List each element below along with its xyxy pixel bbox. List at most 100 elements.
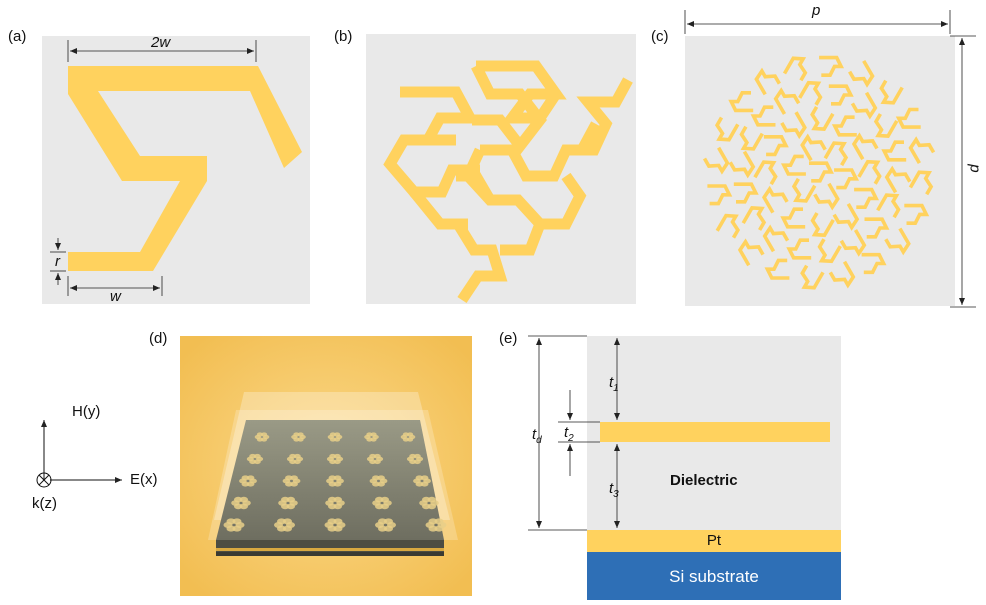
array-element (400, 432, 416, 442)
fractal-segment (851, 132, 879, 161)
array-element (278, 496, 298, 510)
array-element (326, 475, 344, 487)
fractal-segment (810, 212, 835, 238)
dim-t2: t2 (564, 424, 574, 444)
into-page-icon (36, 472, 52, 488)
fractal-segment (739, 125, 764, 151)
array-element (286, 453, 304, 465)
fractal-segment (895, 107, 921, 129)
array-element (325, 496, 345, 510)
array-element (246, 453, 264, 465)
axis-e-label: E(x) (130, 471, 158, 488)
array-element (375, 518, 396, 532)
dim-t3: t3 (609, 480, 619, 500)
fractal-segment (857, 159, 882, 185)
array-element (419, 496, 439, 510)
fractal-segment (762, 224, 790, 253)
fractal-segment (908, 170, 934, 196)
array-element (327, 432, 343, 442)
array-element (369, 475, 388, 487)
fractal-segment (754, 67, 781, 96)
fractal-segment (908, 136, 936, 165)
array-element (223, 518, 245, 532)
array-element (364, 432, 379, 442)
fractal-segment (733, 182, 759, 204)
fractal-segment (817, 238, 842, 264)
fractal-segment (728, 91, 754, 113)
fractal-segment (714, 116, 740, 142)
fractal-segment (864, 217, 890, 239)
dim-td: td (532, 426, 542, 446)
fractal-segment (798, 80, 823, 106)
fractal-segment (780, 207, 806, 229)
array-element (231, 496, 251, 510)
fractal-segment (881, 140, 907, 162)
fractal-segment (715, 213, 741, 239)
array-element (425, 518, 447, 532)
fractal-segment (854, 187, 880, 209)
fractal-segment (741, 206, 767, 231)
pt-label: Pt (706, 532, 722, 549)
fractal-segment (780, 111, 807, 140)
fractal-segment (782, 56, 808, 82)
panel-d-label: (d) (149, 330, 168, 347)
fractal-segment (848, 59, 875, 88)
fractal-segment (831, 115, 857, 137)
array-element (366, 453, 384, 465)
panel-e-label: (e) (499, 330, 518, 347)
fractal-segment (832, 203, 860, 231)
axis-h-label: H(y) (72, 403, 101, 420)
array-element (406, 453, 424, 465)
fractal-segment (809, 161, 834, 183)
axis-k-label: k(z) (32, 495, 57, 512)
si-substrate-label: Si substrate (669, 567, 759, 586)
array-element (291, 432, 306, 442)
fractal-segment (876, 193, 901, 219)
fractal-segment (828, 260, 856, 289)
array-element (274, 518, 295, 532)
si-substrate-layer (587, 552, 841, 600)
fractal-segment (702, 146, 730, 175)
resonator-layer (600, 422, 830, 442)
fractal-segment (791, 177, 817, 203)
fractal-segment (773, 87, 801, 115)
fractal-segment (873, 113, 899, 138)
panel-b-label: (b) (334, 28, 353, 45)
fractal-segment (786, 238, 812, 260)
fractal-segment (750, 105, 776, 127)
fractal-segment (753, 160, 778, 186)
fractal-segment (763, 135, 789, 157)
fractal-segment (819, 55, 845, 77)
dim-r: r (55, 253, 60, 270)
fractal-segment (884, 227, 911, 256)
unit-cell-shape (68, 66, 302, 271)
fractal-segment (904, 203, 930, 225)
dim-p: p (812, 2, 821, 19)
pt-layer (587, 530, 841, 552)
array-element (282, 475, 301, 487)
fractal-segment (850, 91, 878, 120)
fractal-segment (861, 252, 887, 275)
fractal-segment (707, 184, 733, 206)
array-element (326, 453, 344, 465)
fractal-segment (800, 264, 825, 290)
fractal-segment (800, 133, 827, 162)
array-element (372, 496, 392, 510)
fractal-segment (780, 154, 806, 176)
dim-t1: t1 (609, 374, 619, 394)
array-element (413, 475, 431, 487)
fractal-segment (810, 106, 835, 131)
fractal-array (223, 432, 447, 532)
fractal-segment (764, 258, 790, 280)
fractal-segment (834, 168, 860, 190)
panel-a-label: (a) (8, 28, 27, 45)
fractal-segment (884, 165, 912, 194)
fractal-segment (761, 185, 789, 214)
array-element (324, 518, 346, 532)
fractal-segment (823, 141, 849, 167)
fractal-second-order (702, 55, 936, 290)
fractal-segment (828, 84, 854, 106)
array-element (254, 432, 270, 442)
